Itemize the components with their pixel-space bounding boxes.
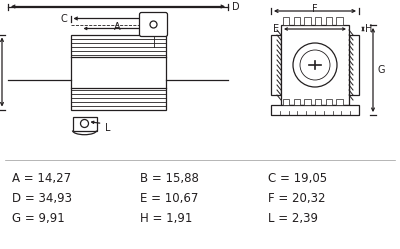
Bar (294, 99, 300, 105)
Text: L: L (104, 123, 110, 132)
Text: L = 2,39: L = 2,39 (268, 212, 318, 225)
Text: C: C (61, 13, 68, 23)
Bar (315, 17, 322, 25)
Circle shape (300, 50, 330, 80)
Bar (326, 17, 332, 25)
Text: A: A (114, 21, 120, 32)
Bar (283, 17, 289, 25)
Bar (326, 99, 332, 105)
Text: C = 19,05: C = 19,05 (268, 172, 327, 185)
Text: F: F (312, 4, 318, 14)
Circle shape (293, 43, 337, 87)
Bar (304, 17, 311, 25)
Bar (336, 17, 343, 25)
Text: E: E (273, 24, 279, 34)
Text: A = 14,27: A = 14,27 (12, 172, 71, 185)
Bar (271, 35, 281, 95)
Circle shape (150, 21, 157, 28)
Bar (70, 35, 166, 110)
FancyBboxPatch shape (140, 12, 168, 37)
Text: G: G (377, 65, 384, 75)
Text: H: H (365, 24, 372, 34)
Bar (349, 35, 359, 95)
Bar (72, 117, 96, 130)
Bar (283, 99, 289, 105)
Text: E = 10,67: E = 10,67 (140, 192, 198, 205)
Text: B = 15,88: B = 15,88 (140, 172, 199, 185)
Text: H = 1,91: H = 1,91 (140, 212, 192, 225)
Bar (315, 99, 322, 105)
Bar (271, 105, 359, 115)
Text: D = 34,93: D = 34,93 (12, 192, 72, 205)
Bar (281, 25, 349, 105)
Bar (304, 99, 311, 105)
Text: F = 20,32: F = 20,32 (268, 192, 326, 205)
Circle shape (80, 120, 88, 127)
Bar (294, 17, 300, 25)
Text: D: D (232, 1, 240, 11)
Bar (336, 99, 343, 105)
Text: G = 9,91: G = 9,91 (12, 212, 65, 225)
